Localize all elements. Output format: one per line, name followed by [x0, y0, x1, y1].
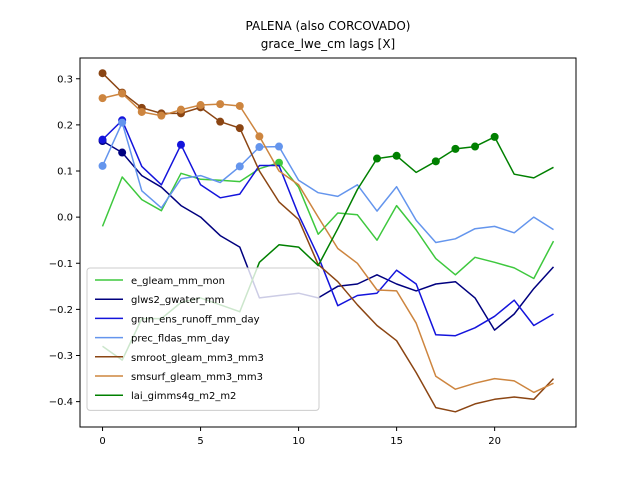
- y-tick-label-2: −0.2: [49, 305, 73, 316]
- legend-label-smsurf_gleam_mm3_mm3: smsurf_gleam_mm3_mm3: [131, 372, 263, 383]
- data-point-smsurf_gleam_mm3_mm3-7: [235, 101, 244, 110]
- data-point-lai_gimms4g_m2_m2-17: [431, 157, 440, 166]
- data-point-smsurf_gleam_mm3_mm3-3: [157, 111, 166, 120]
- legend-label-smroot_gleam_mm3_mm3: smroot_gleam_mm3_mm3: [131, 353, 264, 364]
- data-point-lai_gimms4g_m2_m2-18: [451, 144, 460, 153]
- data-point-smsurf_gleam_mm3_mm3-0: [98, 94, 107, 103]
- series-line-glws2_gwater_mm: [102, 140, 555, 331]
- data-point-prec_fldas_mm_day-9: [274, 142, 283, 151]
- y-tick-label-0: −0.4: [49, 397, 73, 408]
- x-tick-label-20: 20: [488, 436, 501, 447]
- x-tick-label-15: 15: [390, 436, 403, 447]
- legend-box: [86, 267, 320, 411]
- data-point-lai_gimms4g_m2_m2-14: [373, 154, 382, 163]
- data-point-glws2_gwater_mm-1: [118, 148, 127, 157]
- data-point-grun_ens_runoff_mm_day-4: [176, 140, 185, 149]
- data-point-smsurf_gleam_mm3_mm3-1: [118, 89, 127, 98]
- data-point-smsurf_gleam_mm3_mm3-2: [137, 107, 146, 116]
- data-point-smsurf_gleam_mm3_mm3-6: [216, 100, 225, 109]
- data-point-smroot_gleam_mm3_mm3-0: [98, 69, 107, 78]
- x-tick-label-10: 10: [292, 436, 305, 447]
- y-tick-label-3: −0.1: [49, 259, 73, 270]
- plot-area: 0 5 10 15 20 −0.4 −0.3 −0.2 −0.1 0.0 0.1 0.2 0.3: [49, 57, 577, 447]
- data-point-grun_ens_runoff_mm_day-0: [98, 135, 107, 144]
- data-point-smsurf_gleam_mm3_mm3-4: [176, 105, 185, 114]
- data-point-prec_fldas_mm_day-1: [118, 118, 127, 127]
- legend-label-glws2_gwater_mm: glws2_gwater_mm: [131, 295, 224, 306]
- axes-frame: [79, 57, 577, 428]
- series-line-grun_ens_runoff_mm_day: [101, 119, 554, 337]
- series-line-e_gleam_mm_mon: [101, 161, 555, 280]
- data-point-prec_fldas_mm_day-7: [235, 162, 244, 171]
- y-tick-label-1: −0.3: [49, 351, 73, 362]
- x-tick-label-5: 5: [197, 436, 203, 447]
- y-tick-label-4: 0.0: [57, 213, 73, 224]
- legend-label-lai_gimms4g_m2_m2: lai_gimms4g_m2_m2: [131, 391, 236, 402]
- legend-label-prec_fldas_mm_day: prec_fldas_mm_day: [131, 334, 230, 345]
- data-point-smroot_gleam_mm3_mm3-6: [216, 117, 225, 126]
- data-point-e_gleam_mm_mon-9: [274, 158, 283, 167]
- legend: e_gleam_mm_mon glws2_gwater_mm grun_ens_ru…: [86, 267, 320, 411]
- y-tick-label-7: 0.3: [57, 74, 73, 85]
- data-point-prec_fldas_mm_day-8: [255, 143, 264, 152]
- data-point-lai_gimms4g_m2_m2-15: [392, 151, 401, 160]
- chart-title: PALENA (also CORCOVADO): [246, 19, 411, 33]
- y-tick-label-5: 0.1: [57, 167, 73, 178]
- chart-subtitle: grace_lwe_cm lags [X]: [261, 37, 395, 51]
- data-point-lai_gimms4g_m2_m2-19: [471, 142, 480, 151]
- legend-label-grun_ens_runoff_mm_day: grun_ens_runoff_mm_day: [131, 314, 260, 325]
- data-point-smsurf_gleam_mm3_mm3-5: [196, 101, 205, 110]
- data-point-smsurf_gleam_mm3_mm3-8: [255, 132, 264, 141]
- x-tick-label-0: 0: [99, 436, 105, 447]
- y-tick-label-6: 0.2: [57, 120, 73, 131]
- series-line-prec_fldas_mm_day: [101, 121, 554, 244]
- data-point-prec_fldas_mm_day-0: [98, 161, 107, 170]
- data-point-lai_gimms4g_m2_m2-20: [490, 132, 499, 141]
- data-point-smroot_gleam_mm3_mm3-7: [235, 124, 244, 133]
- legend-label-e_gleam_mm_mon: e_gleam_mm_mon: [131, 276, 225, 287]
